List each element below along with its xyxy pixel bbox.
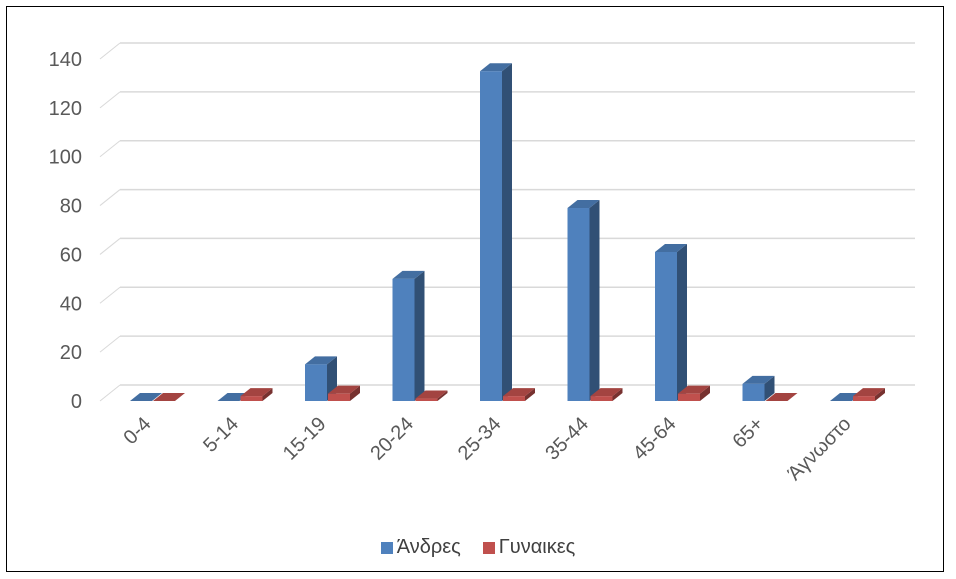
- y-tick-label: 100: [49, 147, 82, 169]
- bar-front: [328, 393, 350, 401]
- bar-front: [742, 383, 765, 401]
- bar-front: [853, 396, 875, 401]
- x-tick-label: 5-14: [199, 413, 243, 457]
- bar-top: [503, 388, 535, 397]
- gridline-depth: [99, 189, 121, 206]
- bar-side: [700, 385, 710, 401]
- bar-front: [503, 396, 525, 401]
- bar-top: [765, 393, 798, 401]
- bar-side: [525, 388, 535, 401]
- bars: [130, 63, 885, 401]
- chart-frame: [6, 6, 944, 572]
- y-tick-label: 80: [60, 196, 82, 218]
- bar-side: [414, 270, 425, 401]
- bar-men-0-4: [130, 393, 162, 401]
- x-tick-label: 25-34: [454, 413, 506, 465]
- bar-top: [742, 375, 775, 384]
- bar-front: [655, 251, 677, 401]
- bar-men-65+: [742, 375, 775, 401]
- bar-side: [502, 63, 512, 401]
- bar-top: [480, 63, 512, 72]
- bar-front: [305, 364, 327, 401]
- bar-women-45-64: [678, 385, 710, 401]
- x-tick-label: 65+: [728, 413, 768, 453]
- bar-men-20-24: [392, 270, 425, 401]
- bar-top: [392, 270, 425, 279]
- bar-top: [130, 393, 162, 401]
- x-tick-label: 45-64: [629, 413, 681, 465]
- gridline-depth: [99, 384, 121, 402]
- bar-women-65+: [765, 393, 798, 401]
- bar-side: [677, 243, 687, 401]
- bar-top: [153, 393, 185, 401]
- bar-front: [567, 208, 590, 401]
- bar-top: [328, 385, 360, 394]
- bar-women-Άγνωστο: [853, 388, 885, 401]
- bar-men-35-44: [567, 200, 600, 401]
- x-tick-label: 15-19: [279, 413, 331, 465]
- bar-top: [567, 200, 600, 209]
- gridline-depth: [99, 238, 121, 255]
- bar-top: [305, 356, 337, 365]
- bar-women-0-4: [153, 393, 185, 401]
- bar-front: [240, 396, 263, 401]
- bar-side: [350, 385, 360, 401]
- bar-side: [764, 375, 775, 401]
- bar-men-25-34: [480, 63, 512, 401]
- bar-women-20-24: [415, 390, 448, 401]
- bar-top: [240, 388, 273, 397]
- legend-swatch-men: [380, 541, 393, 554]
- bar-top: [678, 385, 710, 394]
- bar-women-25-34: [503, 388, 535, 401]
- bar-front: [480, 71, 502, 401]
- gridline-depth: [99, 42, 121, 60]
- x-tick-label: Άγνωστο: [784, 413, 856, 485]
- y-tick-label: 120: [49, 98, 82, 120]
- gridline-depth: [99, 140, 121, 158]
- x-tick-label: 35-44: [541, 413, 593, 465]
- legend-item-men: Άνδρες: [380, 536, 461, 559]
- bar-men-45-64: [655, 243, 687, 401]
- bar-top: [415, 390, 448, 399]
- bar-top: [853, 388, 885, 397]
- bar-side: [589, 200, 600, 401]
- x-axis-tick-labels: 0-4 5-14 15-19 20-24 25-34 35-44 45-64 65+ Άγνωσ…: [120, 413, 856, 485]
- bar-front: [415, 398, 438, 401]
- y-tick-label: 40: [60, 293, 82, 315]
- legend-label-women: Γυναικες: [498, 536, 576, 558]
- bar-women-15-19: [328, 385, 360, 401]
- y-axis-tick-labels: 0 20 40 60 80 100 120 140: [49, 49, 82, 413]
- y-tick-label: 0: [71, 391, 82, 413]
- bar-side: [262, 388, 273, 401]
- x-tick-label: 20-24: [366, 413, 418, 465]
- gridline-depth: [99, 335, 121, 353]
- bar-side: [437, 390, 448, 401]
- y-tick-label: 60: [60, 244, 82, 266]
- gridline-depth: [99, 286, 121, 304]
- x-tick-label: 0-4: [120, 413, 156, 449]
- bar-top: [655, 243, 687, 252]
- bar-front: [392, 278, 415, 401]
- legend: Άνδρες Γυναικες: [0, 536, 956, 559]
- bar-side: [875, 388, 885, 401]
- bar-front: [678, 393, 700, 401]
- gridlines: [99, 42, 915, 402]
- bar-women-5-14: [240, 388, 273, 401]
- bar-top: [590, 388, 623, 397]
- legend-item-women: Γυναικες: [482, 536, 576, 559]
- legend-label-men: Άνδρες: [396, 536, 461, 558]
- bar-women-35-44: [590, 388, 623, 401]
- bar-side: [612, 388, 623, 401]
- legend-swatch-women: [482, 541, 495, 554]
- y-tick-label: 20: [60, 342, 82, 364]
- gridline-depth: [99, 91, 121, 109]
- y-tick-label: 140: [49, 49, 82, 71]
- bar-front: [590, 396, 613, 401]
